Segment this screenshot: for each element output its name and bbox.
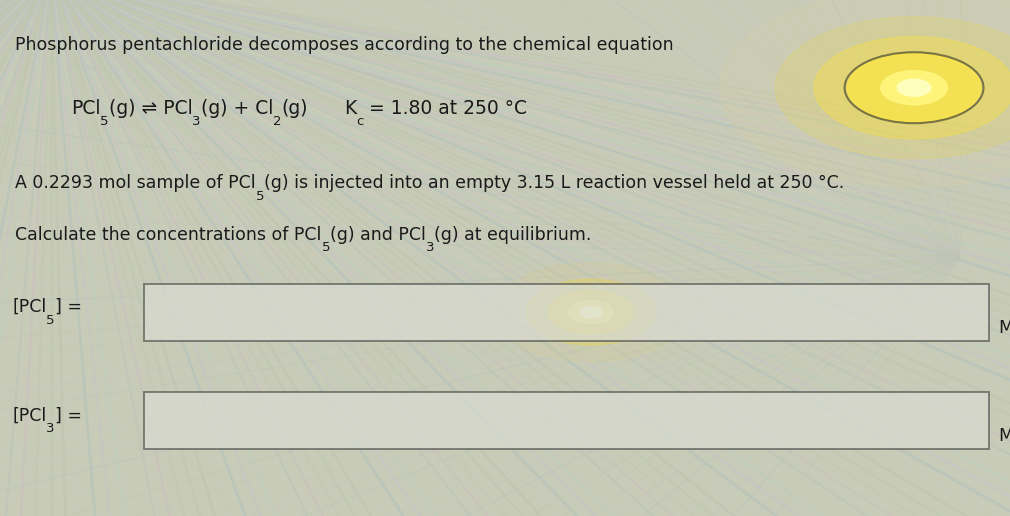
Circle shape bbox=[814, 37, 1010, 139]
Circle shape bbox=[569, 301, 613, 324]
Text: (g) + Cl: (g) + Cl bbox=[201, 99, 274, 118]
Text: 5: 5 bbox=[321, 241, 330, 254]
Text: (g) is injected into an empty 3.15 L reaction vessel held at 250 °C.: (g) is injected into an empty 3.15 L rea… bbox=[265, 174, 844, 192]
Circle shape bbox=[494, 263, 688, 362]
Text: c: c bbox=[356, 115, 364, 128]
Text: 3: 3 bbox=[46, 422, 55, 435]
Circle shape bbox=[776, 17, 1010, 159]
Text: Phosphorus pentachloride decomposes according to the chemical equation: Phosphorus pentachloride decomposes acco… bbox=[15, 36, 674, 54]
Text: [PCl: [PCl bbox=[12, 298, 46, 316]
FancyBboxPatch shape bbox=[144, 392, 989, 449]
Text: = 1.80 at 250 °C: = 1.80 at 250 °C bbox=[364, 99, 527, 118]
Text: 3: 3 bbox=[426, 241, 434, 254]
FancyBboxPatch shape bbox=[144, 284, 989, 341]
Text: ] =: ] = bbox=[55, 407, 82, 425]
Text: 5: 5 bbox=[46, 314, 55, 327]
Circle shape bbox=[548, 291, 633, 334]
Text: [PCl: [PCl bbox=[12, 407, 46, 425]
Text: (g): (g) bbox=[282, 99, 308, 118]
Circle shape bbox=[847, 54, 981, 122]
Circle shape bbox=[580, 307, 602, 318]
Text: A 0.2293 mol sample of PCl: A 0.2293 mol sample of PCl bbox=[15, 174, 256, 192]
Text: 5: 5 bbox=[256, 190, 265, 203]
Text: ] =: ] = bbox=[55, 298, 82, 316]
Text: (g) at equilibrium.: (g) at equilibrium. bbox=[434, 226, 592, 244]
Text: 3: 3 bbox=[193, 115, 201, 128]
Text: PCl: PCl bbox=[71, 99, 100, 118]
Text: M: M bbox=[998, 427, 1010, 445]
Text: 2: 2 bbox=[274, 115, 282, 128]
Circle shape bbox=[898, 79, 931, 96]
Text: K: K bbox=[343, 99, 356, 118]
Circle shape bbox=[719, 0, 1010, 187]
Text: (g) ⇌ PCl: (g) ⇌ PCl bbox=[109, 99, 193, 118]
Circle shape bbox=[881, 71, 947, 105]
Circle shape bbox=[526, 279, 655, 345]
Text: M: M bbox=[998, 319, 1010, 336]
Text: (g) and PCl: (g) and PCl bbox=[330, 226, 426, 244]
Text: 5: 5 bbox=[100, 115, 109, 128]
Text: Calculate the concentrations of PCl: Calculate the concentrations of PCl bbox=[15, 226, 321, 244]
